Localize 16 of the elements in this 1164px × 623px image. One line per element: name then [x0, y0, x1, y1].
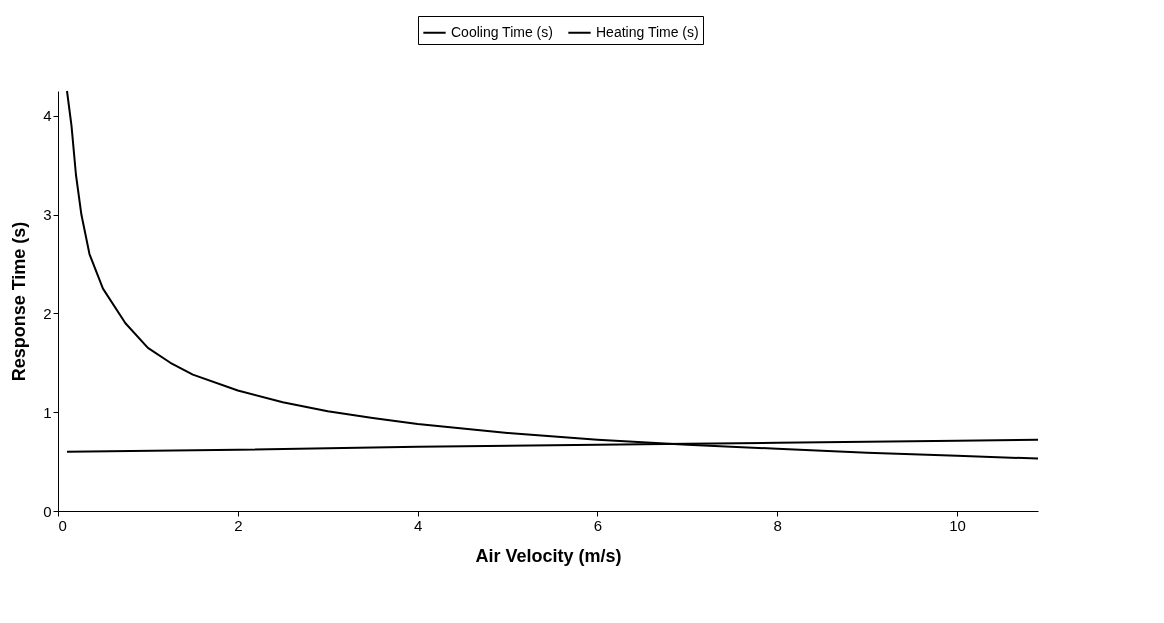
x-tick-label: 8 [773, 516, 782, 534]
y-tick-label: 0 [43, 502, 52, 520]
y-tick-label: 3 [43, 206, 52, 224]
y-tick-label: 2 [43, 304, 52, 322]
y-axis-title: Response Time (s) [9, 221, 30, 382]
x-tick-label: 6 [593, 516, 603, 534]
x-tick-label: 10 [949, 516, 966, 534]
x-axis-title: Air Velocity (m/s) [475, 545, 622, 566]
y-tick-label: 1 [43, 403, 52, 421]
y-tick-label: 4 [43, 107, 52, 125]
x-tick-label: 0 [58, 516, 67, 534]
line-series [65, 90, 1039, 460]
legend-label: Heating Time (s) [596, 23, 699, 40]
legend-label: Cooling Time (s) [451, 23, 553, 40]
x-tick-label: 2 [234, 516, 243, 534]
x-tick-label: 4 [413, 516, 423, 534]
